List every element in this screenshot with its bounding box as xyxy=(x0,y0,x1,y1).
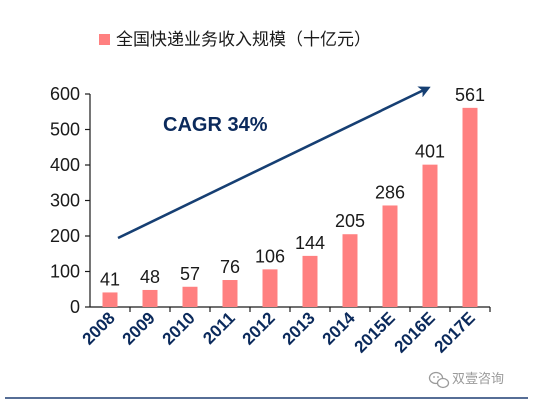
bar-2008 xyxy=(102,292,118,307)
data-label-2008: 41 xyxy=(100,269,120,289)
x-tick-label: 2009 xyxy=(119,308,159,348)
cagr-trend-arrow xyxy=(117,86,431,240)
x-axis: 2008 2009 2010 2011 2012 2013 20142015E2016E20… xyxy=(79,307,491,357)
data-label-2012: 106 xyxy=(255,246,285,266)
bar-2012 xyxy=(262,269,278,307)
data-label-2015E: 286 xyxy=(375,182,405,202)
x-tick-label: 2016E xyxy=(391,308,439,356)
bar-2014 xyxy=(342,234,358,307)
wechat-icon xyxy=(428,371,450,389)
x-tick-label: 2012 xyxy=(239,308,279,348)
bar-2017E xyxy=(462,107,478,307)
y-tick-label: 100 xyxy=(50,262,80,282)
x-tick-label: 2008 xyxy=(79,308,119,348)
y-tick-label: 200 xyxy=(50,226,80,246)
y-tick-label: 300 xyxy=(50,191,80,211)
data-label-2011: 76 xyxy=(220,257,240,277)
bar-series xyxy=(102,107,478,307)
y-tick-label: 0 xyxy=(70,297,80,317)
y-axis: 0 100 200 300 400 500 600 xyxy=(50,84,90,317)
x-tick-label: 2017E xyxy=(431,308,479,356)
watermark-text: 双壹咨询 xyxy=(452,372,504,387)
data-label-2013: 144 xyxy=(295,233,325,253)
data-label-2010: 57 xyxy=(180,264,200,284)
bar-2013 xyxy=(302,255,318,307)
data-label-2009: 48 xyxy=(140,267,160,287)
cagr-annotation: CAGR 34% xyxy=(163,114,268,136)
bar-2016E xyxy=(422,164,438,307)
data-label-2016E: 401 xyxy=(415,142,445,162)
legend-label: 全国快递业务收入规模（十亿元） xyxy=(116,30,371,50)
bar-2015E xyxy=(382,205,398,307)
bar-2010 xyxy=(182,286,198,307)
x-tick-label: 2015E xyxy=(351,308,399,356)
legend-swatch xyxy=(99,34,110,45)
legend: 全国快递业务收入规模（十亿元） xyxy=(99,30,371,50)
y-tick-label: 500 xyxy=(50,120,80,140)
watermark: 双壹咨询 xyxy=(428,371,504,389)
x-tick-label: 2010 xyxy=(159,308,199,348)
data-label-2017E: 561 xyxy=(455,85,485,105)
y-tick-label: 600 xyxy=(50,84,80,104)
x-tick-label: 2011 xyxy=(199,308,239,348)
x-tick-label: 2013 xyxy=(279,308,319,348)
bar-2009 xyxy=(142,289,158,307)
bar-2011 xyxy=(222,280,238,307)
data-labels: 41 48 57 76 106 144 205 286 401 561 xyxy=(100,85,485,290)
y-tick-label: 400 xyxy=(50,155,80,175)
data-label-2014: 205 xyxy=(335,211,365,231)
